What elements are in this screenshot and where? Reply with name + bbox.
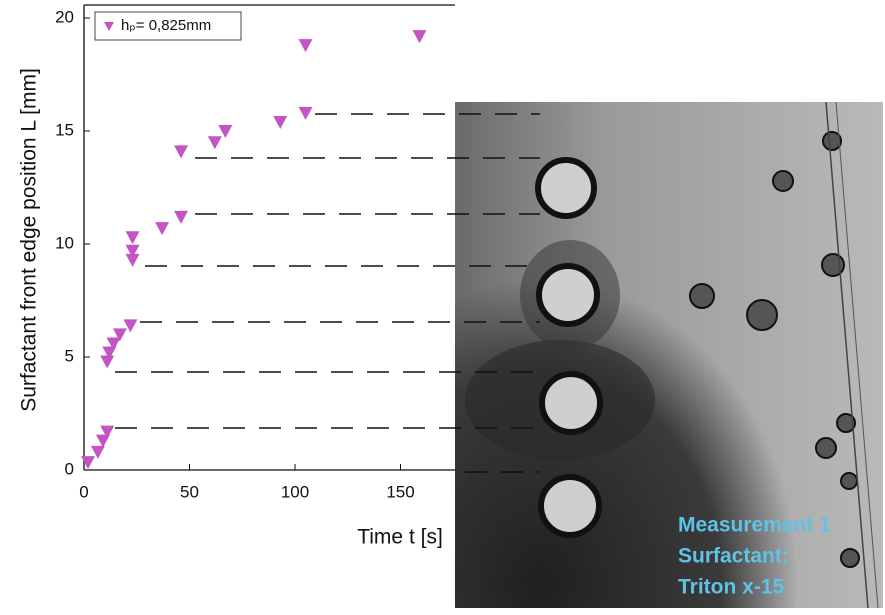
marker bbox=[298, 39, 313, 53]
x-tick-label: 100 bbox=[281, 482, 309, 501]
marker bbox=[100, 355, 115, 369]
y-tick-label: 15 bbox=[55, 120, 74, 139]
marker bbox=[90, 445, 105, 459]
marker bbox=[102, 346, 117, 360]
x-tick-label: 50 bbox=[180, 482, 199, 501]
x-axis-label: Time t [s] bbox=[357, 526, 443, 549]
marker bbox=[112, 328, 127, 342]
marker bbox=[412, 30, 427, 44]
marker bbox=[81, 456, 96, 470]
marker bbox=[123, 319, 138, 333]
marker bbox=[125, 244, 140, 258]
annotation: Triton x-15 bbox=[678, 576, 785, 599]
annotation: Surfactant: bbox=[678, 545, 789, 568]
marker bbox=[155, 222, 170, 236]
y-tick-label: 20 bbox=[55, 7, 74, 26]
marker bbox=[100, 425, 115, 439]
photo bbox=[455, 101, 883, 609]
marker bbox=[174, 145, 189, 159]
x-tick-label: 150 bbox=[386, 482, 414, 501]
marker bbox=[106, 337, 121, 351]
marker bbox=[298, 106, 313, 120]
y-axis-label: Surfactant front edge position L [mm] bbox=[18, 68, 41, 412]
y-tick-label: 10 bbox=[55, 233, 74, 252]
legend-marker bbox=[104, 22, 114, 31]
marker bbox=[218, 125, 233, 138]
y-tick-label: 5 bbox=[65, 346, 74, 365]
annotation: Measurement 1 bbox=[678, 514, 831, 537]
legend: hₚ= 0,825mm bbox=[94, 11, 242, 41]
marker bbox=[207, 136, 222, 150]
marker bbox=[125, 253, 140, 267]
marker bbox=[125, 231, 140, 245]
legend-label: hₚ= 0,825mm bbox=[121, 17, 211, 34]
marker bbox=[95, 434, 110, 448]
marker bbox=[273, 115, 288, 129]
y-tick-label: 0 bbox=[65, 459, 74, 478]
marker bbox=[174, 210, 189, 224]
dashed-guides bbox=[115, 113, 540, 473]
x-tick-label: 0 bbox=[79, 482, 88, 501]
